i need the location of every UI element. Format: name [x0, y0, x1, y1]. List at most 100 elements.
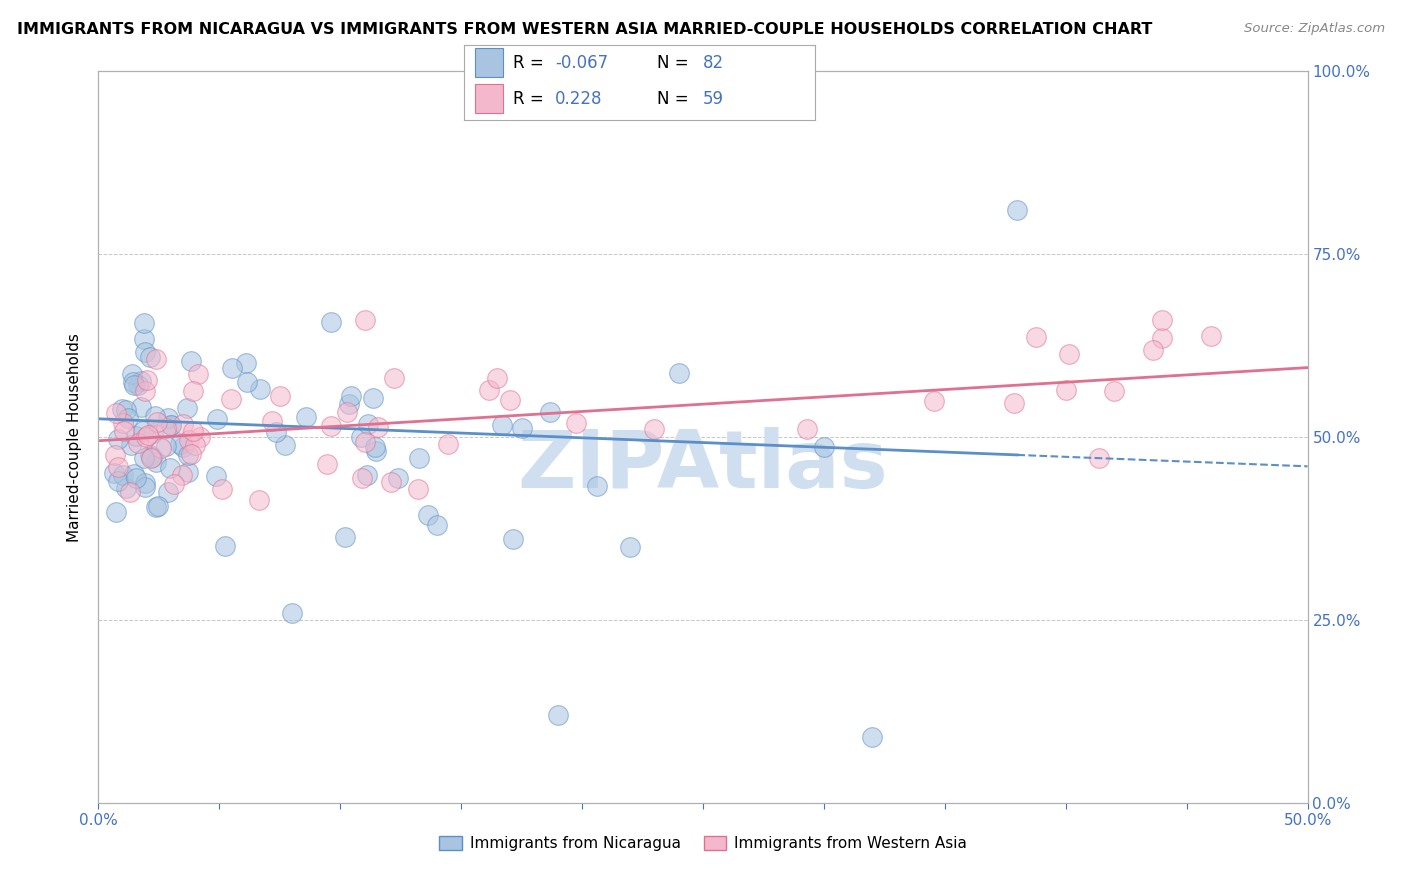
Point: [183, 424, 205, 438]
Point: [340, 389, 363, 403]
Point: [121, 368, 143, 382]
Point: [813, 440, 835, 454]
Point: [499, 393, 522, 408]
Point: [125, 471, 148, 485]
Point: [155, 439, 177, 453]
Point: [129, 375, 152, 389]
Point: [163, 477, 186, 491]
Text: -0.067: -0.067: [555, 54, 609, 71]
Point: [350, 430, 373, 444]
Point: [502, 533, 524, 547]
Point: [134, 345, 156, 359]
Point: [156, 411, 179, 425]
Point: [1002, 396, 1025, 410]
Point: [170, 468, 193, 483]
Point: [156, 484, 179, 499]
Point: [1057, 347, 1080, 361]
Point: [1102, 384, 1125, 398]
Point: [177, 434, 200, 448]
Point: [337, 397, 360, 411]
Point: [387, 471, 409, 485]
Point: [382, 370, 405, 384]
Text: ZIPAtlas: ZIPAtlas: [517, 427, 889, 506]
Point: [107, 460, 129, 475]
Text: Source: ZipAtlas.com: Source: ZipAtlas.com: [1244, 22, 1385, 36]
Point: [134, 476, 156, 491]
Point: [143, 409, 166, 424]
Point: [177, 448, 200, 462]
Point: [333, 530, 356, 544]
Point: [274, 437, 297, 451]
Text: IMMIGRANTS FROM NICARAGUA VS IMMIGRANTS FROM WESTERN ASIA MARRIED-COUPLE HOUSEHO: IMMIGRANTS FROM NICARAGUA VS IMMIGRANTS …: [17, 22, 1153, 37]
Point: [122, 467, 145, 482]
Text: 82: 82: [703, 54, 724, 71]
Point: [207, 412, 229, 426]
Point: [172, 417, 194, 432]
Point: [295, 409, 318, 424]
Point: [356, 468, 378, 483]
Point: [132, 424, 155, 438]
Point: [187, 368, 209, 382]
Point: [668, 366, 690, 380]
Point: [319, 418, 342, 433]
Point: [1142, 343, 1164, 357]
Point: [145, 500, 167, 514]
Text: N =: N =: [658, 54, 695, 71]
Text: N =: N =: [658, 90, 695, 108]
Text: 59: 59: [703, 90, 724, 108]
Point: [1199, 329, 1222, 343]
Point: [221, 360, 243, 375]
Point: [214, 539, 236, 553]
Point: [160, 417, 183, 432]
Point: [281, 606, 304, 620]
Point: [103, 466, 125, 480]
Point: [132, 451, 155, 466]
Point: [136, 428, 159, 442]
Point: [111, 468, 134, 483]
Point: [1088, 450, 1111, 465]
Point: [104, 406, 127, 420]
Point: [586, 479, 609, 493]
Text: R =: R =: [513, 90, 550, 108]
Point: [436, 436, 458, 450]
Point: [353, 313, 375, 327]
Point: [211, 483, 233, 497]
Point: [134, 480, 156, 494]
Point: [547, 708, 569, 723]
Point: [538, 405, 561, 419]
Point: [367, 420, 389, 434]
Point: [1152, 331, 1174, 345]
Point: [357, 417, 380, 431]
Point: [115, 403, 138, 417]
Point: [150, 442, 173, 456]
Point: [142, 426, 165, 441]
Y-axis label: Married-couple Households: Married-couple Households: [67, 333, 83, 541]
Point: [127, 378, 149, 392]
Point: [1054, 383, 1077, 397]
Point: [155, 421, 177, 435]
Point: [485, 371, 508, 385]
Point: [159, 461, 181, 475]
Point: [249, 382, 271, 396]
Point: [408, 482, 430, 496]
Text: R =: R =: [513, 54, 550, 71]
Point: [111, 402, 134, 417]
Point: [564, 416, 586, 430]
Point: [145, 455, 167, 469]
Point: [107, 474, 129, 488]
Point: [922, 394, 945, 409]
Point: [363, 441, 385, 455]
Point: [105, 505, 128, 519]
Point: [111, 416, 134, 430]
Point: [127, 435, 149, 450]
Point: [354, 435, 377, 450]
Point: [1152, 313, 1174, 327]
Point: [316, 458, 339, 472]
Point: [366, 443, 388, 458]
Point: [510, 421, 533, 435]
Point: [132, 316, 155, 330]
Point: [134, 384, 156, 399]
Point: [184, 437, 207, 451]
Point: [176, 401, 198, 415]
Bar: [475, 84, 503, 112]
